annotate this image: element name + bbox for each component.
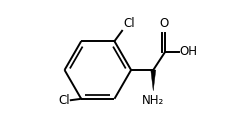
Text: O: O (159, 17, 168, 30)
Text: OH: OH (180, 46, 198, 59)
Text: Cl: Cl (59, 94, 70, 107)
Polygon shape (151, 70, 156, 91)
Text: Cl: Cl (123, 17, 135, 30)
Text: NH₂: NH₂ (142, 94, 164, 107)
